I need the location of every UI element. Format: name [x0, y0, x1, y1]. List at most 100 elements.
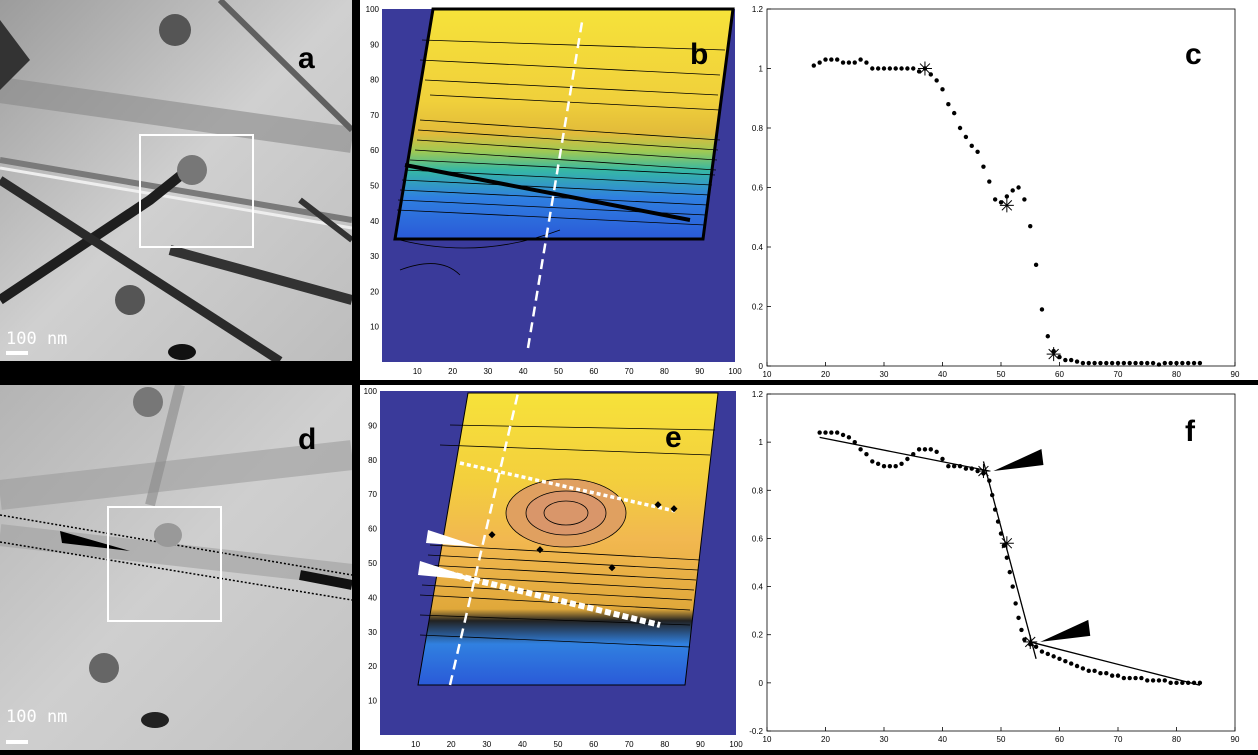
- data-point: [1063, 357, 1068, 363]
- data-point: [1121, 360, 1127, 366]
- data-point: [1109, 360, 1115, 366]
- x-tick-label: 50: [997, 735, 1006, 744]
- x-tick-label: 20: [448, 367, 457, 376]
- data-point: [952, 464, 957, 469]
- data-point: [1186, 360, 1191, 366]
- panel-label-a: a: [298, 42, 315, 75]
- data-point: [1121, 675, 1127, 681]
- data-point: [963, 134, 969, 140]
- y-tick-label: 70: [370, 111, 379, 120]
- y-tick-label: 50: [370, 182, 379, 191]
- data-point: [990, 492, 995, 498]
- x-tick-label: 60: [1055, 735, 1064, 744]
- data-point: [893, 66, 898, 71]
- y-tick-label: 1: [759, 438, 764, 447]
- y-tick-label: 10: [370, 323, 379, 332]
- data-point: [1080, 360, 1086, 366]
- data-point: [1156, 362, 1162, 367]
- y-tick-label: 10: [368, 697, 377, 706]
- data-point: [1057, 656, 1062, 661]
- data-point: [1174, 360, 1179, 366]
- data-point: [817, 430, 822, 435]
- data-point: [1045, 334, 1050, 339]
- y-tick-label: 0.6: [752, 184, 764, 193]
- data-point: [957, 464, 963, 469]
- tem-image-d: [0, 385, 352, 750]
- data-point: [998, 531, 1004, 536]
- x-tick-label: 80: [1172, 370, 1181, 379]
- data-point: [864, 451, 869, 457]
- star-marker: [1023, 634, 1038, 649]
- data-point: [911, 451, 916, 457]
- fit-line: [819, 436, 990, 472]
- data-point: [1004, 194, 1010, 199]
- y-tick-label: 0.2: [752, 631, 764, 640]
- data-point: [1039, 649, 1045, 654]
- panel-label-f: f: [1185, 415, 1195, 448]
- y-tick-label: 90: [368, 421, 377, 430]
- data-point: [934, 78, 939, 83]
- data-point: [1115, 673, 1121, 678]
- data-point: [963, 466, 969, 471]
- panel-e-contour-map: 10 20 30 40 50 60 70 80 90 100 10 20 30 40 50 60 70 80 90 1…: [360, 385, 745, 750]
- data-point: [829, 430, 834, 435]
- data-point: [829, 57, 834, 62]
- data-point: [1133, 675, 1138, 681]
- data-point: [835, 57, 840, 62]
- data-point: [1150, 678, 1156, 683]
- data-point: [1133, 360, 1138, 366]
- data-point: [1197, 360, 1203, 366]
- y-tick-label: 0.6: [752, 534, 764, 543]
- panel-label-e: e: [665, 421, 682, 454]
- scale-bar-a: [6, 351, 28, 355]
- y-tick-label: 0.2: [752, 303, 764, 312]
- panel-label-b: b: [690, 38, 709, 71]
- data-point: [846, 60, 852, 65]
- y-tick-label: 60: [370, 146, 379, 155]
- data-point: [1180, 680, 1185, 686]
- contour-map-b: 10 20 30 40 50 60 70 80 90 100 10 20 30 40 50 60 70 80 90 1…: [366, 5, 743, 376]
- x-tick-label: 30: [880, 370, 889, 379]
- star-marker: [976, 464, 991, 479]
- data-point: [975, 149, 980, 154]
- y-tick-label: 50: [368, 559, 377, 568]
- data-point: [817, 60, 822, 65]
- data-point: [1092, 360, 1097, 366]
- y-tick-label: 1.2: [752, 390, 764, 399]
- data-point: [846, 435, 852, 440]
- panel-separator: [360, 380, 745, 384]
- x-tick-label: 30: [880, 735, 889, 744]
- y-tick-label: 1.2: [752, 5, 764, 14]
- data-point: [969, 466, 974, 471]
- x-tick-label: 30: [482, 740, 491, 749]
- data-point: [995, 519, 1001, 524]
- data-point: [1016, 185, 1021, 190]
- data-point: [1010, 584, 1015, 589]
- data-point: [1098, 671, 1103, 676]
- data-point: [840, 60, 846, 65]
- x-tick-label: 20: [821, 735, 830, 744]
- data-point: [1168, 680, 1173, 686]
- data-point: [1074, 359, 1080, 364]
- data-point: [1004, 555, 1010, 560]
- x-tick-label: 40: [518, 740, 527, 749]
- star-marker: [999, 536, 1014, 551]
- data-point: [1109, 673, 1115, 678]
- data-point: [1019, 627, 1024, 633]
- x-tick-label: 80: [660, 740, 669, 749]
- data-point: [987, 478, 992, 483]
- x-tick-label: 20: [821, 370, 830, 379]
- fit-line: [1030, 641, 1201, 686]
- data-point: [1127, 360, 1132, 366]
- y-tick-label: 0.8: [752, 486, 764, 495]
- data-point: [870, 459, 875, 464]
- data-point: [858, 447, 863, 452]
- panel-d-tem-image: d 100 nm: [0, 385, 352, 750]
- y-tick-label: 40: [368, 593, 377, 602]
- star-marker: [1046, 347, 1061, 362]
- data-point: [852, 439, 857, 445]
- y-tick-label: 0.8: [752, 124, 764, 133]
- data-point: [1051, 654, 1056, 659]
- x-tick-label: 80: [1172, 735, 1181, 744]
- data-point: [905, 456, 910, 462]
